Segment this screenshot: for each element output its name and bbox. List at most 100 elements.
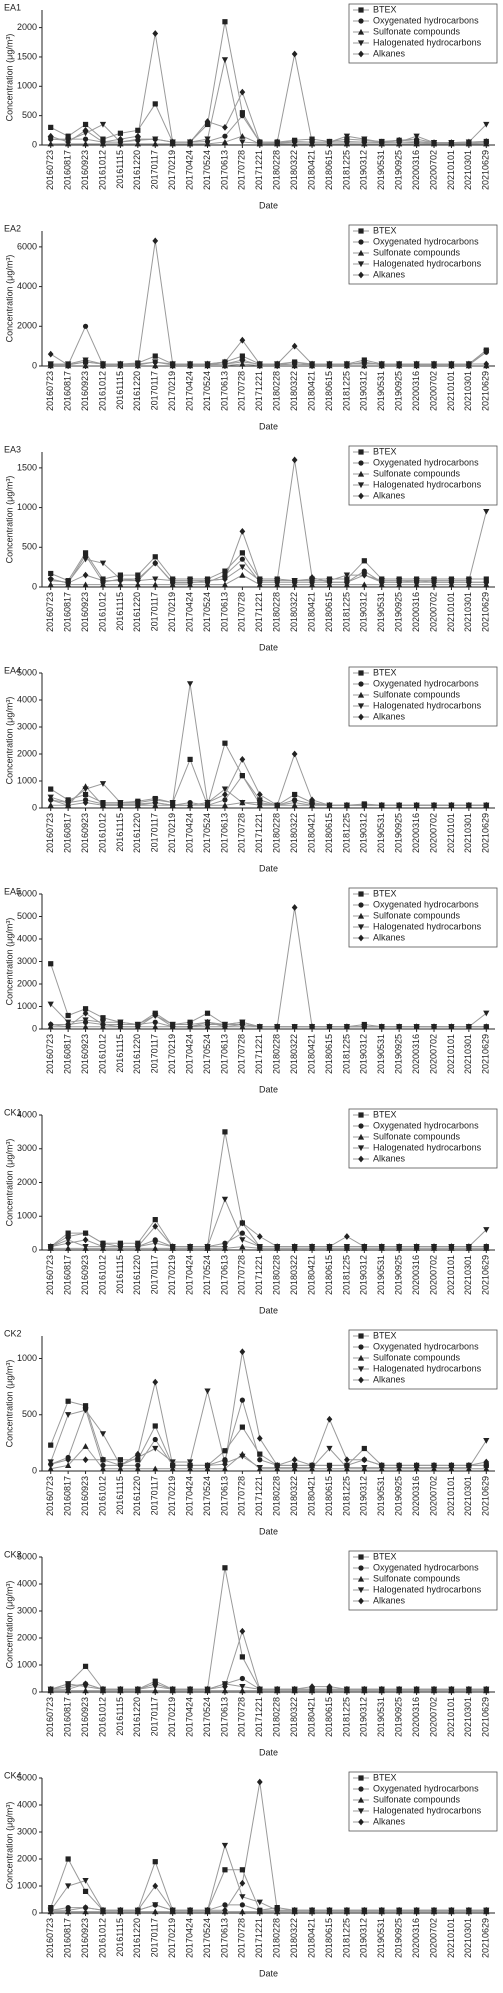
data-point (82, 1023, 89, 1030)
x-axis-label: Date (259, 1526, 278, 1536)
data-point (117, 1685, 124, 1693)
legend-marker (358, 670, 364, 676)
x-tick-label: 20180615 (324, 1034, 334, 1074)
y-tick-label: 3000 (17, 956, 37, 966)
x-tick-label: 20160817 (63, 592, 73, 632)
data-point (239, 139, 246, 146)
data-point (204, 581, 211, 588)
legend-marker (357, 1808, 365, 1815)
x-tick-label: 20160923 (80, 1918, 90, 1958)
y-tick-label: 5000 (17, 1551, 37, 1561)
data-point (256, 1899, 263, 1906)
legend-marker (358, 891, 364, 897)
y-tick-label: 0 (32, 1023, 37, 1033)
data-point (291, 361, 298, 368)
x-tick-label: 20170728 (237, 1918, 247, 1958)
series-line (50, 135, 487, 145)
legend-marker (358, 1123, 364, 1129)
data-point (47, 132, 54, 140)
x-tick-label: 20170728 (237, 1255, 247, 1295)
x-tick-label: 20200316 (411, 1918, 421, 1958)
x-tick-label: 20210629 (481, 1255, 491, 1295)
data-point (117, 360, 124, 368)
data-point (82, 323, 89, 329)
data-point (483, 1465, 490, 1472)
x-tick-label: 20180421 (306, 813, 316, 853)
y-axis-label: Concentration (μg/m³) (4, 1360, 14, 1448)
data-point (483, 1227, 490, 1233)
data-point (152, 799, 159, 806)
data-point (82, 1680, 89, 1688)
legend-marker (358, 1554, 364, 1560)
data-point (466, 1023, 472, 1031)
data-point (291, 1465, 298, 1471)
x-tick-label: 20190531 (376, 150, 386, 190)
legend-label: BTEX (373, 1551, 397, 1561)
data-point (100, 1462, 106, 1468)
data-point (204, 1906, 211, 1914)
data-point (117, 1906, 124, 1914)
data-point (239, 1879, 246, 1887)
data-point (204, 1010, 211, 1016)
data-point (344, 801, 350, 809)
legend-marker (358, 7, 364, 13)
data-point (483, 1458, 490, 1466)
data-point (99, 560, 107, 567)
data-point (256, 1685, 263, 1693)
data-point (309, 360, 315, 368)
data-point (361, 581, 368, 588)
x-tick-label: 20180615 (324, 1255, 334, 1295)
data-point (100, 360, 106, 368)
data-point (169, 1023, 176, 1031)
y-tick-label: 4000 (17, 694, 37, 704)
data-point (152, 559, 159, 567)
data-point (239, 773, 245, 779)
data-point (239, 1453, 246, 1460)
x-tick-label: 20161012 (97, 1697, 107, 1737)
data-point (47, 796, 54, 804)
data-point (187, 360, 193, 368)
legend-label: Oxygenated hydrocarbons (373, 1562, 479, 1572)
x-tick-label: 20180615 (324, 1476, 334, 1516)
data-point (396, 1685, 403, 1693)
data-point (291, 50, 298, 58)
x-tick-label: 20200702 (428, 1918, 438, 1958)
x-tick-label: 20160723 (45, 813, 55, 853)
data-point (466, 1461, 472, 1469)
legend-marker (357, 1133, 365, 1140)
data-point (483, 1243, 490, 1251)
data-point (100, 1021, 106, 1028)
data-point (239, 336, 246, 344)
data-point (187, 801, 193, 809)
y-tick-label: 4000 (17, 1109, 37, 1119)
x-tick-label: 20180421 (306, 1476, 316, 1516)
x-tick-label: 20160723 (45, 1918, 55, 1958)
x-tick-label: 20210629 (481, 1697, 491, 1737)
data-point (361, 1445, 367, 1452)
legend-marker (357, 1575, 365, 1582)
data-point (466, 578, 472, 586)
y-tick-label: 1000 (17, 1001, 37, 1011)
x-tick-label: 20170613 (219, 1476, 229, 1516)
data-point (186, 681, 194, 687)
x-tick-label: 20170613 (219, 813, 229, 853)
x-tick-label: 20210629 (481, 1034, 491, 1074)
x-tick-label: 20180228 (272, 1697, 282, 1737)
legend-label: Halogenated hydrocarbons (373, 37, 482, 47)
data-point (152, 581, 159, 588)
data-point (204, 136, 211, 143)
data-point (344, 1906, 350, 1914)
data-point (239, 1397, 245, 1403)
legend-label: Alkanes (373, 1374, 406, 1384)
legend-label: Alkanes (373, 490, 406, 500)
x-tick-label: 20200316 (411, 150, 421, 190)
data-point (204, 118, 211, 125)
data-point (134, 360, 141, 368)
data-point (309, 138, 315, 146)
legend-label: Halogenated hydrocarbons (373, 700, 482, 710)
y-tick-label: 0 (32, 581, 37, 591)
data-point (309, 574, 315, 581)
data-point (221, 1196, 229, 1203)
series-line (50, 511, 487, 583)
